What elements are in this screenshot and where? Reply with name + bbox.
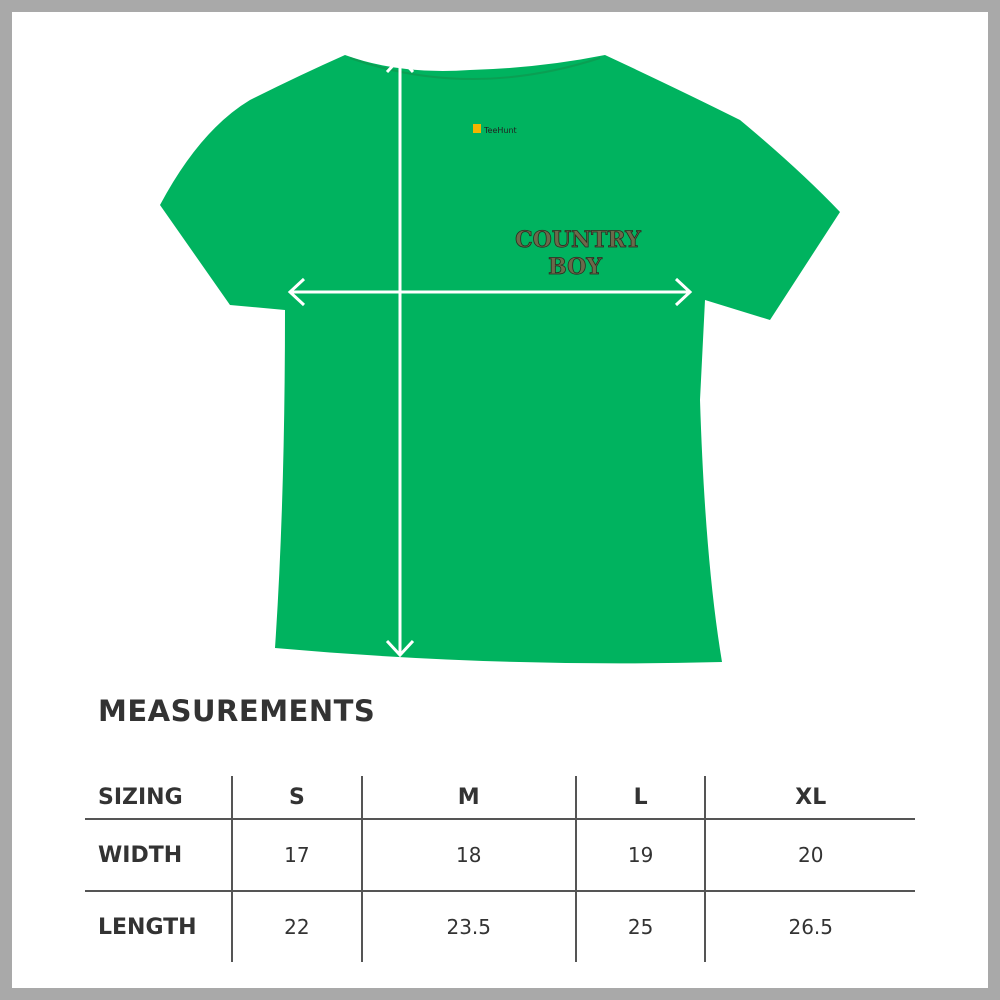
svg-text:TeeHunt: TeeHunt xyxy=(483,126,517,135)
row-label: WIDTH xyxy=(85,819,232,892)
table-cell: 17 xyxy=(231,819,362,892)
length-arrow xyxy=(385,55,415,658)
header-cell: M xyxy=(360,776,576,820)
svg-text:COUNTRY: COUNTRY xyxy=(515,227,641,253)
svg-text:BOY: BOY xyxy=(548,254,602,280)
table-cell: 26.5 xyxy=(704,891,915,962)
table-cell: 23.5 xyxy=(360,891,576,962)
table-row: LENGTH 22 23.5 25 26.5 xyxy=(85,891,915,962)
header-cell: SIZING xyxy=(85,776,232,820)
table-cell: 19 xyxy=(574,819,706,892)
width-arrow xyxy=(287,277,693,307)
size-chart-table: SIZING S M L XL WIDTH 17 18 19 20 LENGTH… xyxy=(85,776,915,962)
row-label: LENGTH xyxy=(98,914,197,940)
tshirt-body xyxy=(160,55,840,664)
table-cell: 22 xyxy=(231,891,362,962)
tshirt-image: TeeHunt COUNTRY BOY xyxy=(160,55,840,664)
table-cell: 25 xyxy=(574,891,706,962)
country-boy-print: COUNTRY BOY xyxy=(515,227,642,281)
header-cell: L xyxy=(574,776,706,820)
table-cell: 20 xyxy=(704,819,915,892)
measurements-heading: MEASUREMENTS xyxy=(98,694,376,728)
brand-logo: TeeHunt xyxy=(473,124,517,135)
table-row: WIDTH 17 18 19 20 xyxy=(85,819,915,892)
header-cell: S xyxy=(231,776,362,820)
header-cell: XL xyxy=(704,776,915,820)
table-header-row: SIZING S M L XL xyxy=(85,776,915,820)
table-cell: 18 xyxy=(360,819,576,892)
